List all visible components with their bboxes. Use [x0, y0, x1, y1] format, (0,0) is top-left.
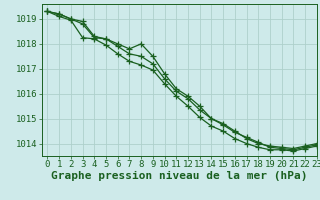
X-axis label: Graphe pression niveau de la mer (hPa): Graphe pression niveau de la mer (hPa) — [51, 171, 308, 181]
